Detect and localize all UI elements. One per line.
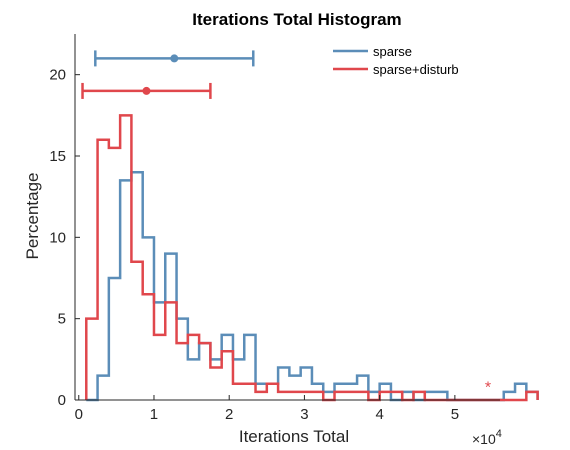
series-0-histogram xyxy=(86,171,539,402)
x-axis-label: Iterations Total xyxy=(239,427,349,446)
y-tick-label: 10 xyxy=(49,229,66,246)
x-axis-multiplier: ×104 xyxy=(472,428,502,447)
series-1-mean-point xyxy=(142,86,151,95)
y-tick-label: 5 xyxy=(58,311,66,328)
x-tick-label: 2 xyxy=(225,406,233,423)
x-tick-label: 0 xyxy=(75,406,83,423)
legend: sparse sparse+disturb xyxy=(333,44,459,77)
x-tick-label: 4 xyxy=(375,406,383,423)
x-tick-label: 1 xyxy=(150,406,158,423)
y-tick-label: 0 xyxy=(58,392,66,409)
y-axis-label: Percentage xyxy=(23,173,42,260)
chart-title: Iterations Total Histogram xyxy=(192,10,401,29)
x-multiplier-exponent: 4 xyxy=(496,428,502,440)
plot-area: * xyxy=(81,50,539,402)
axes: 0 1 2 3 4 5 0 5 10 15 20 xyxy=(49,34,500,423)
legend-label-0: sparse xyxy=(373,44,412,59)
x-tick-label: 3 xyxy=(300,406,308,423)
legend-label-1: sparse+disturb xyxy=(373,62,459,77)
y-tick-label: 20 xyxy=(49,67,66,84)
x-tick-label: 5 xyxy=(451,406,459,423)
series-0-mean-point xyxy=(170,54,179,63)
outlier-marker: * xyxy=(485,379,491,396)
x-multiplier-base: ×10 xyxy=(472,431,496,447)
y-tick-label: 15 xyxy=(49,148,66,165)
